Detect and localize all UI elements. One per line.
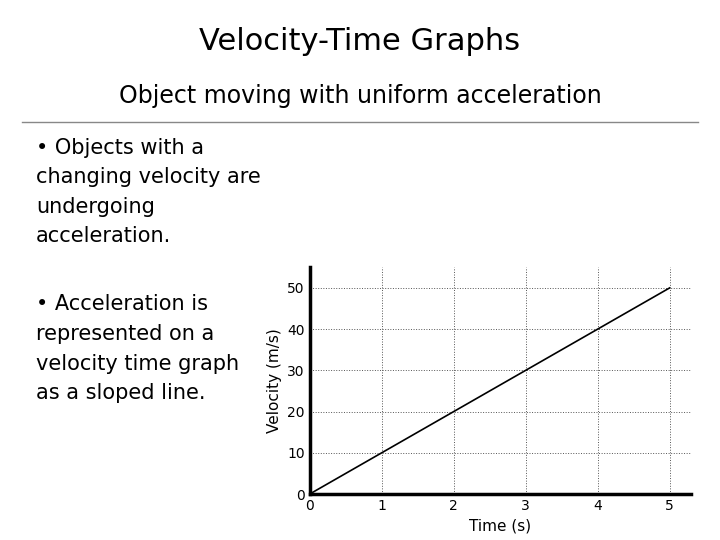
Text: Velocity-Time Graphs: Velocity-Time Graphs — [199, 27, 521, 56]
Text: Object moving with uniform acceleration: Object moving with uniform acceleration — [119, 84, 601, 107]
Text: • Acceleration is
represented on a
velocity time graph
as a sloped line.: • Acceleration is represented on a veloc… — [36, 294, 239, 403]
Text: • Objects with a
changing velocity are
undergoing
acceleration.: • Objects with a changing velocity are u… — [36, 138, 261, 246]
Y-axis label: Velocity (m/s): Velocity (m/s) — [266, 328, 282, 433]
X-axis label: Time (s): Time (s) — [469, 518, 531, 534]
